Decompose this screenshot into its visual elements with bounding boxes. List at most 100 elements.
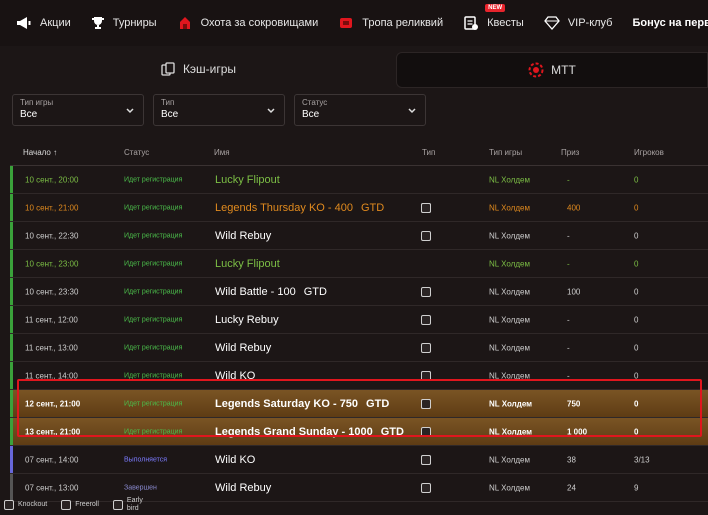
- filter-label: Статус: [302, 98, 328, 107]
- table-row[interactable]: 10 сент., 22:30 Идет регистрация Wild Rebu…: [10, 222, 708, 250]
- col-name[interactable]: Имя: [214, 148, 230, 157]
- filter-label: Тип игры: [20, 98, 54, 107]
- table-header: Начало ↑ Статус Имя Тип Тип игры Приз Иг…: [10, 138, 708, 166]
- cell-players: 0: [634, 259, 639, 268]
- cell-start: 07 сент., 14:00: [25, 455, 79, 464]
- cell-name: Wild Rebuy: [215, 481, 272, 494]
- cell-players: 9: [634, 483, 639, 492]
- nav-promotions[interactable]: Акции: [16, 16, 71, 30]
- cell-game-type: NL Холдем: [489, 259, 530, 268]
- cell-status: Идет регистрация: [124, 288, 183, 295]
- cell-game-type: NL Холдем: [489, 371, 530, 380]
- relic-icon: [340, 18, 353, 28]
- cell-start: 10 сент., 23:00: [25, 259, 79, 268]
- cell-start: 11 сент., 14:00: [25, 371, 78, 380]
- cell-name: Lucky Flipout: [215, 173, 280, 186]
- cell-game-type: NL Холдем: [489, 399, 533, 408]
- tournament-type-icon: [421, 482, 431, 493]
- nav-vip-club[interactable]: VIP-клуб: [543, 16, 613, 30]
- cell-prize: 24: [567, 483, 576, 492]
- cell-name: Lucky Rebuy: [215, 313, 279, 326]
- cell-status: Идет регистрация: [124, 344, 183, 351]
- table-row[interactable]: 12 сент., 21:00 Идет регистрация Legends S…: [10, 390, 708, 418]
- cell-players: 0: [634, 231, 639, 240]
- cell-status: Идет регистрация: [124, 400, 183, 407]
- cell-prize: -: [567, 315, 570, 324]
- cell-prize: -: [567, 371, 570, 380]
- nav-relic-trail[interactable]: Тропа реликвий: [338, 16, 443, 30]
- freeroll-icon: [61, 499, 72, 510]
- table-row[interactable]: 10 сент., 23:00 Идет регистрация Lucky Fli…: [10, 250, 708, 278]
- early-bird-icon: [112, 499, 123, 510]
- chevron-down-icon: [267, 108, 275, 114]
- col-start[interactable]: Начало ↑: [23, 148, 58, 157]
- nav-tournaments[interactable]: Турниры: [91, 16, 157, 30]
- legend-early-bird: Early bird: [112, 497, 153, 513]
- col-status[interactable]: Статус: [124, 148, 150, 157]
- cell-start: 10 сент., 22:30: [25, 231, 79, 240]
- filter-value: Все: [302, 109, 320, 120]
- cell-players: 3/13: [634, 455, 650, 464]
- cell-name: Wild KO: [215, 453, 256, 466]
- filter-game-type[interactable]: Тип игры Все: [12, 94, 144, 126]
- cell-prize: -: [567, 343, 570, 352]
- table-row[interactable]: 10 сент., 20:00 Идет регистрация Lucky Fli…: [10, 166, 708, 194]
- tournament-type-icon: [421, 230, 431, 241]
- cell-status: Идет регистрация: [124, 232, 183, 239]
- cell-status: Идет регистрация: [124, 372, 183, 379]
- nav-treasure-hunt[interactable]: Охота за сокровищами: [177, 16, 319, 30]
- gtd-label: GTD: [303, 285, 327, 298]
- tournament-table: Начало ↑ Статус Имя Тип Тип игры Приз Иг…: [10, 138, 708, 502]
- cell-name: Wild KO: [215, 369, 256, 382]
- cell-status: Идет регистрация: [124, 204, 183, 211]
- cell-prize: 100: [567, 287, 581, 296]
- nav-label: Охота за сокровищами: [200, 17, 319, 29]
- cell-players: 0: [634, 287, 639, 296]
- table-row[interactable]: 11 сент., 14:00 Идет регистрация Wild KO NL…: [10, 362, 708, 390]
- cell-players: 0: [634, 343, 639, 352]
- diamond-icon: [543, 16, 560, 30]
- cell-game-type: NL Холдем: [489, 483, 530, 492]
- cell-name: Legends Saturday KO - 750 GTD: [215, 397, 390, 410]
- table-row[interactable]: 13 сент., 21:00 Идет регистрация Legends G…: [10, 418, 708, 446]
- cell-prize: 400: [567, 203, 581, 212]
- nav-label: Квесты: [487, 17, 524, 29]
- trophy-icon: [91, 17, 104, 29]
- table-row[interactable]: 11 сент., 13:00 Идет регистрация Wild Rebu…: [10, 334, 708, 362]
- poker-chip-icon: [161, 62, 175, 76]
- cell-start: 10 сент., 21:00: [25, 203, 79, 212]
- cell-prize: -: [567, 231, 570, 240]
- table-row[interactable]: 11 сент., 12:00 Идет регистрация Lucky Reb…: [10, 306, 708, 334]
- cell-players: 0: [634, 203, 639, 212]
- cell-players: 0: [634, 315, 639, 324]
- col-game-type[interactable]: Тип игры: [489, 148, 523, 157]
- chevron-down-icon: [126, 108, 134, 114]
- table-row[interactable]: 10 сент., 23:30 Идет регистрация Wild Batt…: [10, 278, 708, 306]
- nav-label: Акции: [40, 17, 71, 29]
- megaphone-icon: [17, 17, 31, 29]
- cell-prize: -: [567, 175, 570, 184]
- table-row[interactable]: 10 сент., 21:00 Идет регистрация Legends T…: [10, 194, 708, 222]
- tab-mtt[interactable]: МТТ: [396, 52, 708, 88]
- knockout-icon: [4, 499, 14, 510]
- col-players[interactable]: Игроков: [634, 148, 664, 157]
- cell-prize: 750: [567, 399, 581, 408]
- tournament-type-icon: [421, 314, 431, 325]
- cell-status: Завершен: [124, 484, 157, 491]
- nav-first-deposit-bonus[interactable]: Бонус на первый депозит: [632, 17, 708, 29]
- filter-type[interactable]: Тип Все: [153, 94, 285, 126]
- nav-quests[interactable]: NEW Квесты: [463, 4, 524, 31]
- sort-arrow-icon: ↑: [53, 148, 58, 157]
- cell-game-type: NL Холдем: [489, 427, 533, 436]
- type-legend: Knockout Freeroll Early bird: [0, 494, 708, 515]
- nav-label: VIP-клуб: [567, 17, 613, 29]
- table-row[interactable]: 07 сент., 14:00 Выполняется Wild KO NL Холд…: [10, 446, 708, 474]
- nav-label: Тропа реликвий: [362, 17, 444, 29]
- tab-cash-games[interactable]: Кэш-игры: [0, 50, 396, 88]
- tournament-type-icon: [421, 202, 431, 213]
- filter-status[interactable]: Статус Все: [294, 94, 426, 126]
- cell-start: 11 сент., 12:00: [25, 315, 78, 324]
- table-row[interactable]: 07 сент., 13:00 Завершен Wild Rebuy NL Холд…: [10, 474, 708, 502]
- col-prize[interactable]: Приз: [561, 148, 580, 157]
- filter-value: Все: [161, 109, 179, 120]
